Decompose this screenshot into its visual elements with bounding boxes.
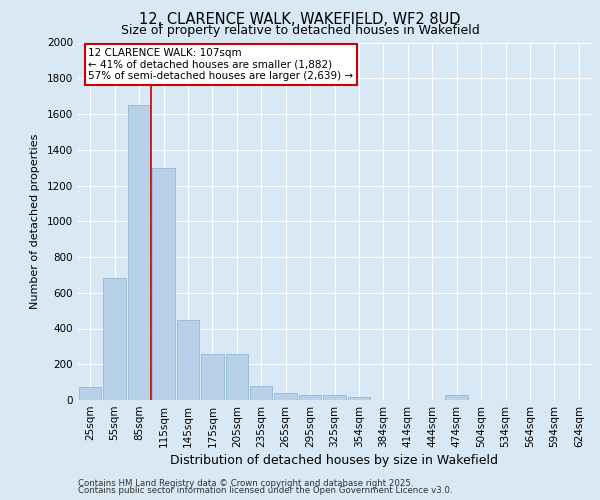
Bar	[250, 386, 272, 400]
Bar	[274, 393, 297, 400]
Bar	[323, 394, 346, 400]
Bar	[79, 388, 101, 400]
Bar	[128, 105, 151, 400]
X-axis label: Distribution of detached houses by size in Wakefield: Distribution of detached houses by size …	[170, 454, 499, 467]
Text: Contains public sector information licensed under the Open Government Licence v3: Contains public sector information licen…	[78, 486, 452, 495]
Text: Contains HM Land Registry data © Crown copyright and database right 2025.: Contains HM Land Registry data © Crown c…	[78, 478, 413, 488]
Bar	[176, 320, 199, 400]
Text: 12 CLARENCE WALK: 107sqm
← 41% of detached houses are smaller (1,882)
57% of sem: 12 CLARENCE WALK: 107sqm ← 41% of detach…	[88, 48, 353, 81]
Bar	[347, 398, 370, 400]
Bar	[103, 278, 126, 400]
Text: Size of property relative to detached houses in Wakefield: Size of property relative to detached ho…	[121, 24, 479, 37]
Bar	[226, 354, 248, 400]
Bar	[445, 394, 468, 400]
Bar	[201, 354, 224, 400]
Text: 12, CLARENCE WALK, WAKEFIELD, WF2 8UD: 12, CLARENCE WALK, WAKEFIELD, WF2 8UD	[139, 12, 461, 28]
Bar	[152, 168, 175, 400]
Y-axis label: Number of detached properties: Number of detached properties	[30, 134, 40, 309]
Bar	[299, 394, 322, 400]
